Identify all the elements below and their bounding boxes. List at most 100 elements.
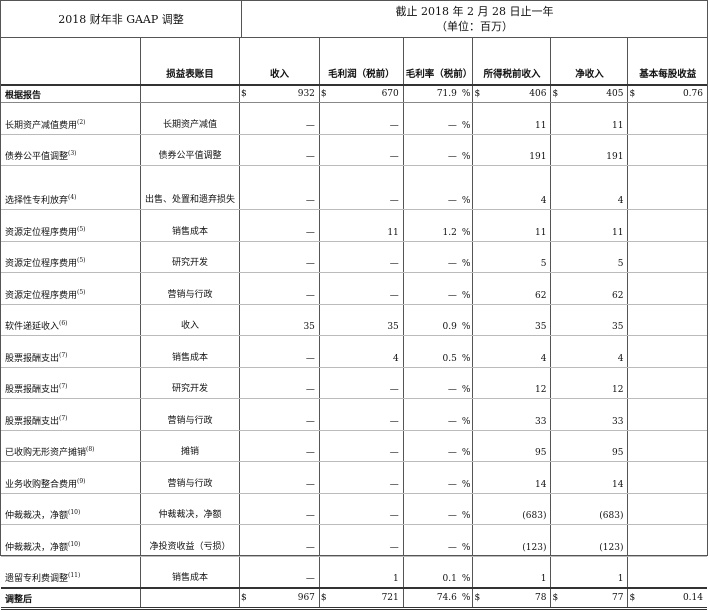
cell-item: 收入	[140, 304, 239, 336]
cell-item: 销售成本	[140, 210, 239, 242]
row-label-text: 资源定位程序费用	[5, 228, 77, 238]
cell-item: 营销与行政	[140, 273, 239, 305]
table-row: 软件递延收入(6) 收入 35 35 0.9% 35 35	[1, 304, 707, 336]
cell-gross-profit: 721	[331, 588, 403, 609]
cell-pretax-income: 4	[484, 336, 551, 368]
row-label: 资源定位程序费用(5)	[1, 241, 140, 273]
row-label-text: 股票报酬支出	[5, 354, 59, 364]
cell-gross-profit: —	[331, 166, 403, 210]
cell-pretax-income: 11	[484, 103, 551, 135]
period-title: 截止 2018 年 2 月 28 日止一年	[396, 4, 554, 19]
row-label-text: 长期资产减值费用	[5, 121, 77, 131]
cell-item: 营销与行政	[140, 399, 239, 431]
cell-item: 净投资收益（亏损）	[140, 525, 239, 557]
col-net-income: 净收入	[551, 37, 628, 85]
cell-eps	[639, 210, 707, 242]
cell-pretax-income: 191	[484, 134, 551, 166]
cell-net-income: 4	[562, 166, 628, 210]
cell-revenue: —	[251, 493, 319, 525]
column-header-row: 损益表账目 收入 毛利润（税前） 毛利率（税前） 所得税前收入 净收入 基本每股…	[1, 37, 707, 85]
footnote-ref: (10)	[68, 541, 80, 548]
cell-revenue: —	[251, 134, 319, 166]
cell-revenue: —	[251, 399, 319, 431]
table-row: 股票报酬支出(7) 销售成本 —4 0.5% 4 4	[1, 336, 707, 368]
table-row: 遗留专利费调整(11) 销售成本 —1 0.1% 1 1	[1, 556, 707, 588]
cell-revenue: 35	[251, 304, 319, 336]
row-label: 资源定位程序费用(5)	[1, 273, 140, 305]
row-label: 仲裁裁决，净额(10)	[1, 525, 140, 557]
row-label-text: 股票报酬支出	[5, 385, 59, 395]
cell-gross-margin: —	[403, 241, 461, 273]
row-label: 股票报酬支出(7)	[1, 367, 140, 399]
cell-net-income: 95	[562, 430, 628, 462]
cell-gross-margin: —	[403, 166, 461, 210]
footnote-ref: (8)	[86, 446, 95, 453]
table-row: 资源定位程序费用(5) 销售成本 —11 1.2% 11 11	[1, 210, 707, 242]
cell-eps	[639, 241, 707, 273]
cell-percent: %	[461, 103, 473, 135]
col-item: 损益表账目	[140, 37, 239, 85]
cell-gross-margin: —	[403, 399, 461, 431]
table-row: 仲裁裁决，净额(10) 净投资收益（亏损） — — —% (123) (123)	[1, 525, 707, 557]
cell-gross-margin: 1.2	[403, 210, 461, 242]
row-label: 仲裁裁决，净额(10)	[1, 493, 140, 525]
cell-pretax-income: 78	[484, 588, 551, 609]
cell-item: 仲裁裁决，净额	[140, 493, 239, 525]
cell-eps	[639, 399, 707, 431]
row-label-text: 股票报酬支出	[5, 417, 59, 427]
cell-gross-margin: —	[403, 462, 461, 494]
cell-revenue: —	[251, 462, 319, 494]
cell-item: 长期资产减值	[140, 103, 239, 135]
row-label-text: 仲裁裁决，净额	[5, 543, 68, 553]
cell-gross-margin: —	[403, 103, 461, 135]
cell-pretax-income: 4	[484, 166, 551, 210]
table-title: 2018 财年非 GAAP 调整	[1, 1, 242, 38]
cell-pretax-income: 95	[484, 430, 551, 462]
cell-revenue: —	[251, 273, 319, 305]
footnote-ref: (9)	[77, 478, 86, 485]
footnote-ref: (7)	[59, 352, 68, 359]
cell-eps	[639, 430, 707, 462]
table-row: 选择性专利放弃(4) 出售、处置和遗弃损失 — — —% 4 4	[1, 166, 707, 210]
cell-net-income: 35	[562, 304, 628, 336]
row-label: 股票报酬支出(7)	[1, 399, 140, 431]
cell-gross-profit: —	[331, 430, 403, 462]
cell-percent: %	[461, 367, 473, 399]
col-gross-margin: 毛利率（税前）	[403, 37, 473, 85]
cell-net-income: (683)	[562, 493, 628, 525]
row-label: 已收购无形资产摊销(8)	[1, 430, 140, 462]
adjusted-row: 调整后 $ 967 $ 721 74.6 % $ 78 $ 77 $ 0.14	[1, 588, 707, 609]
cell-eps	[639, 103, 707, 135]
cell-revenue: —	[251, 210, 319, 242]
cell-eps	[639, 134, 707, 166]
cell-percent: %	[461, 336, 473, 368]
cell-eps	[639, 493, 707, 525]
cell-gross-profit: —	[331, 273, 403, 305]
table-row: 资源定位程序费用(5) 研究开发 — — —% 5 5	[1, 241, 707, 273]
adjustment-table: 损益表账目 收入 毛利润（税前） 毛利率（税前） 所得税前收入 净收入 基本每股…	[1, 37, 707, 610]
row-label-text: 已收购无形资产摊销	[5, 448, 86, 458]
row-label: 业务收购整合费用(9)	[1, 462, 140, 494]
table-row: 资源定位程序费用(5) 营销与行政 — — —% 62 62	[1, 273, 707, 305]
cell-pretax-income: (683)	[484, 493, 551, 525]
table-row: 股票报酬支出(7) 研究开发 — — —% 12 12	[1, 367, 707, 399]
cell-pretax-income: (123)	[484, 525, 551, 557]
footnote-ref: (5)	[77, 289, 86, 296]
cell-gross-profit: —	[331, 462, 403, 494]
cell-gross-profit: —	[331, 134, 403, 166]
cell-net-income: 4	[562, 336, 628, 368]
cell-net-income: 11	[562, 103, 628, 135]
cell-gross-margin: —	[403, 493, 461, 525]
reported-row: 根据报告 $ 932 $ 670 71.9 % $ 406 $ 405 $ 0.…	[1, 85, 707, 103]
row-label-text: 业务收购整合费用	[5, 480, 77, 490]
cell-pretax-income: 12	[484, 367, 551, 399]
cell-revenue: —	[251, 241, 319, 273]
cell-net-income: 62	[562, 273, 628, 305]
row-label: 股票报酬支出(7)	[1, 336, 140, 368]
footnote-ref: (11)	[68, 572, 80, 579]
cell-item: 销售成本	[140, 556, 239, 588]
cell-eps	[639, 273, 707, 305]
cell-eps	[639, 556, 707, 588]
footnote-ref: (5)	[77, 226, 86, 233]
cell-gross-margin: —	[403, 525, 461, 557]
